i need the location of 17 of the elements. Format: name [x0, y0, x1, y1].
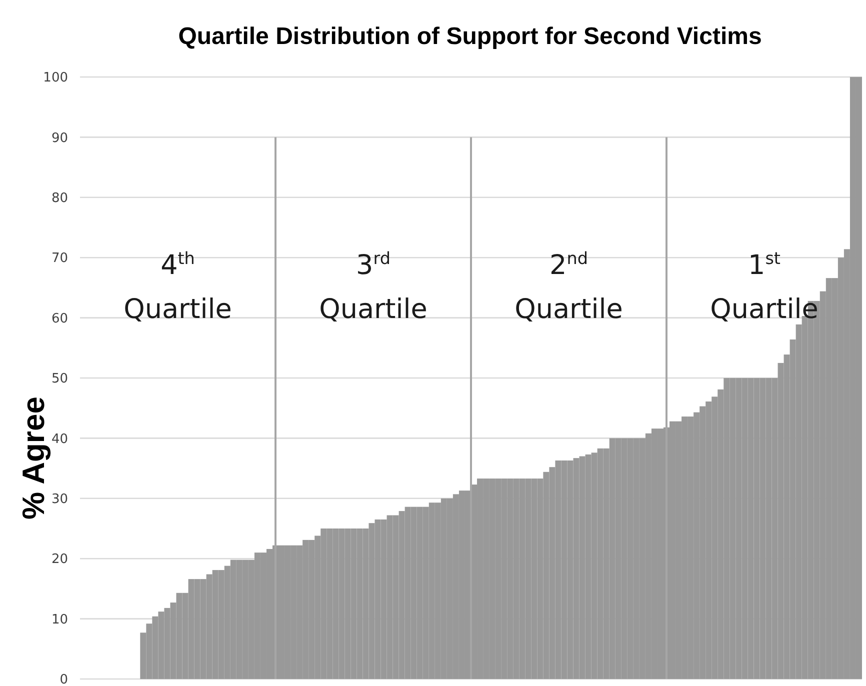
y-tick-label: 20: [51, 552, 68, 568]
y-tick-label: 50: [51, 372, 68, 387]
y-tick-label: 30: [51, 492, 68, 507]
y-tick-label: 10: [51, 612, 68, 628]
y-axis-title: % Agree: [16, 396, 51, 520]
y-tick-label: 90: [51, 130, 68, 146]
text: 1$^{st}$ Quartile: [710, 248, 818, 325]
chart-title: Quartile Distribution of Support for Second Victims: [178, 23, 762, 50]
y-tick-label: 0: [60, 672, 68, 686]
text: 2$^{nd}$ Quartile: [514, 248, 623, 325]
y-tick-label: 70: [51, 251, 68, 266]
y-tick-label: 80: [51, 190, 68, 206]
text: 3$^{rd}$ Quartile: [319, 248, 428, 325]
text: 4$^{th}$ Quartile: [124, 248, 232, 325]
y-tick-label: 60: [51, 311, 68, 326]
y-tick-label: 100: [43, 70, 68, 86]
y-tick-label: 40: [51, 432, 68, 447]
